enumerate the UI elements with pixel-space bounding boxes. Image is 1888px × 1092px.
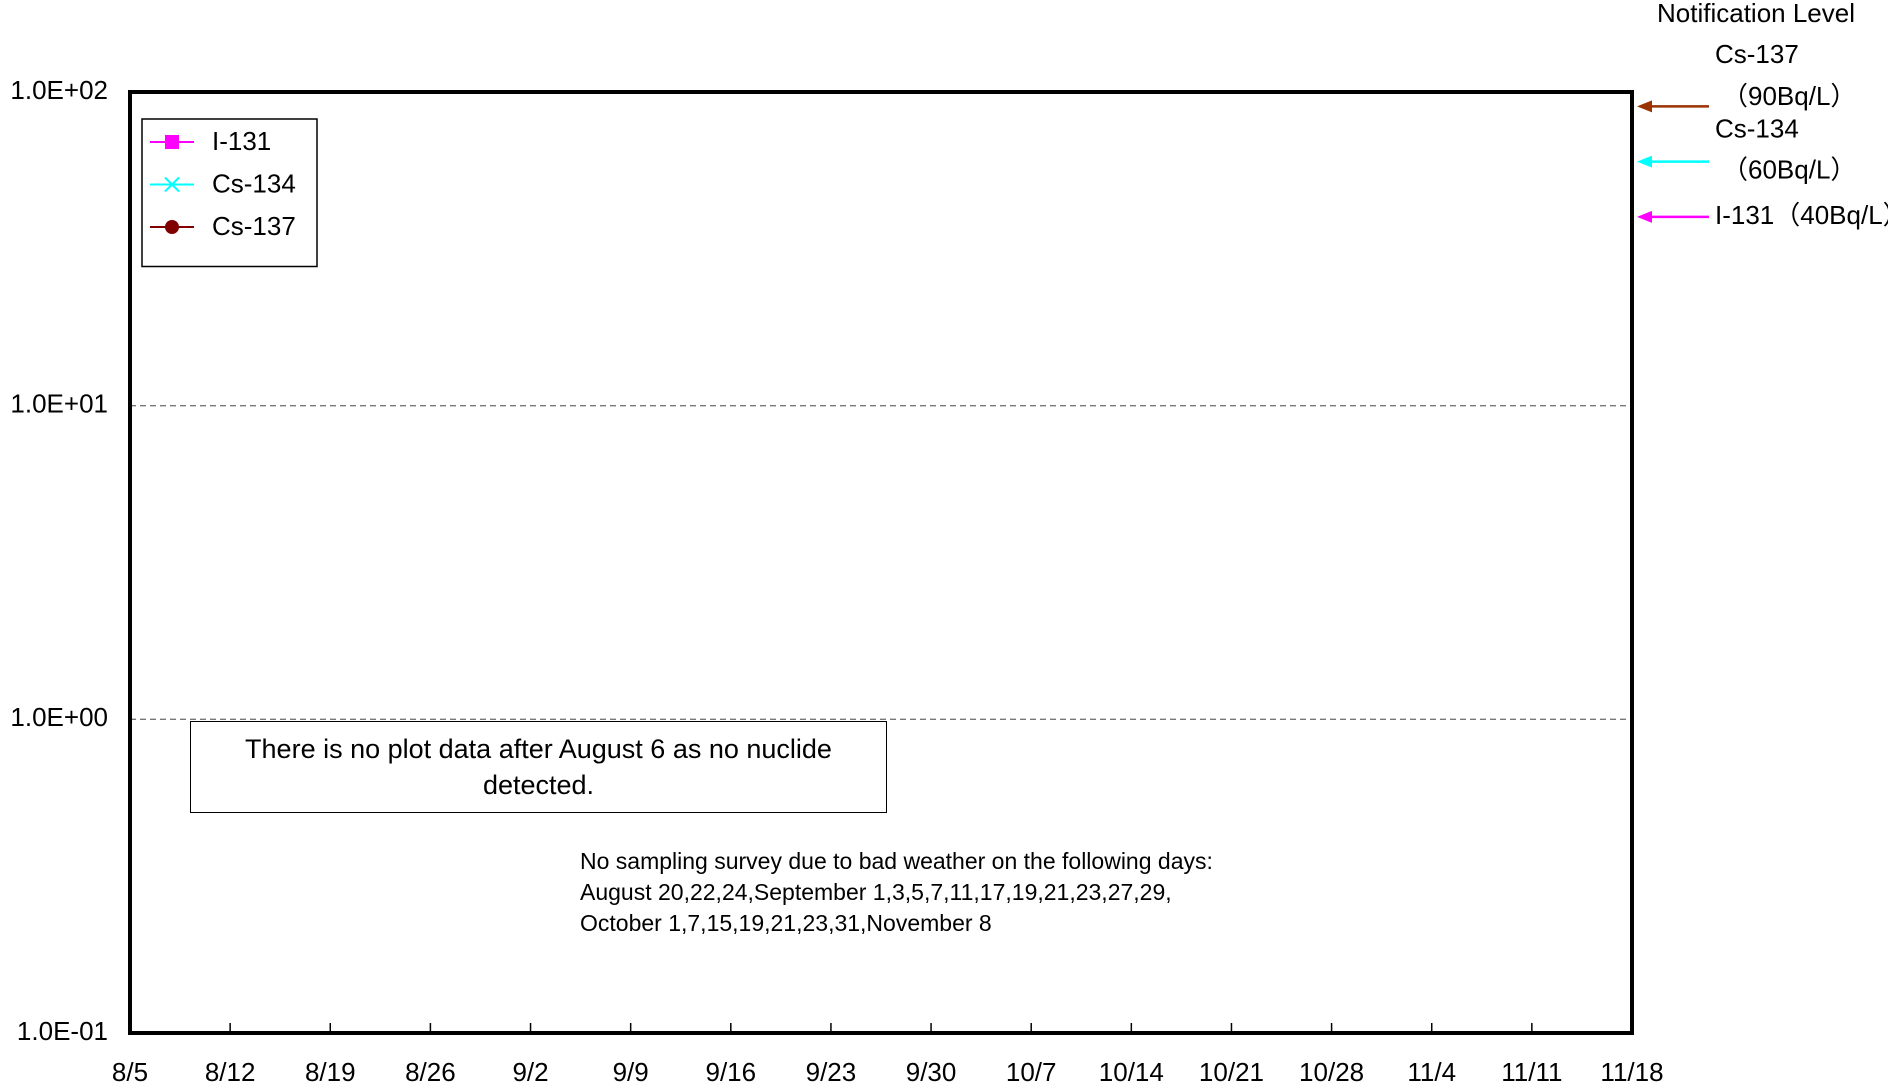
x-tick-label: 11/11 xyxy=(1501,1057,1562,1087)
x-tick-label: 10/21 xyxy=(1199,1057,1264,1087)
notification-name: Cs-134 xyxy=(1715,113,1799,143)
weather-note: No sampling survey due to bad weather on… xyxy=(580,846,1213,939)
y-tick-label: 1.0E+00 xyxy=(10,702,108,732)
x-tick-label: 10/14 xyxy=(1099,1057,1164,1087)
weather-note-line: No sampling survey due to bad weather on… xyxy=(580,848,1213,874)
legend-label: Cs-134 xyxy=(212,168,296,198)
legend-marker xyxy=(164,176,180,193)
notification-name: I-131 xyxy=(1715,200,1774,230)
x-tick-label: 11/4 xyxy=(1407,1057,1456,1087)
arrow-head xyxy=(1637,100,1652,113)
no-data-note: There is no plot data after August 6 as … xyxy=(190,721,887,813)
legend-marker xyxy=(165,220,179,234)
x-tick-label: 9/23 xyxy=(806,1057,857,1087)
x-tick-label: 10/28 xyxy=(1299,1057,1364,1087)
legend-marker xyxy=(165,135,179,149)
x-tick-label: 11/18 xyxy=(1600,1057,1663,1087)
legend-label: I-131 xyxy=(212,126,271,156)
x-tick-label: 9/30 xyxy=(906,1057,957,1087)
notification-title: Notification Level xyxy=(1657,0,1855,28)
x-tick-label: 8/26 xyxy=(405,1057,456,1087)
x-tick-label: 9/9 xyxy=(613,1057,649,1087)
weather-note-line: October 1,7,15,19,21,23,31,November 8 xyxy=(580,910,992,936)
x-tick-label: 10/7 xyxy=(1006,1057,1057,1087)
x-tick-label: 8/19 xyxy=(305,1057,356,1087)
weather-note-line: August 20,22,24,September 1,3,5,7,11,17,… xyxy=(580,879,1172,905)
y-tick-label: 1.0E+02 xyxy=(10,75,108,105)
notification-label: I-131（40Bq/L） xyxy=(1715,200,1888,230)
notification-name: Cs-137 xyxy=(1715,39,1799,69)
legend-label: Cs-137 xyxy=(212,211,296,241)
notification-value: （40Bq/L） xyxy=(1774,200,1888,230)
arrow-head xyxy=(1637,155,1652,168)
notification-value: （90Bq/L） xyxy=(1722,81,1856,111)
x-tick-label: 8/12 xyxy=(205,1057,256,1087)
x-tick-label: 9/16 xyxy=(705,1057,756,1087)
notification-value: （60Bq/L） xyxy=(1722,154,1856,184)
x-tick-label: 8/5 xyxy=(112,1057,148,1087)
y-tick-label: 1.0E+01 xyxy=(10,389,108,419)
plot-frame xyxy=(128,90,1634,1035)
x-tick-label: 9/2 xyxy=(512,1057,548,1087)
arrow-head xyxy=(1637,210,1652,223)
y-tick-label: 1.0E-01 xyxy=(17,1016,108,1046)
